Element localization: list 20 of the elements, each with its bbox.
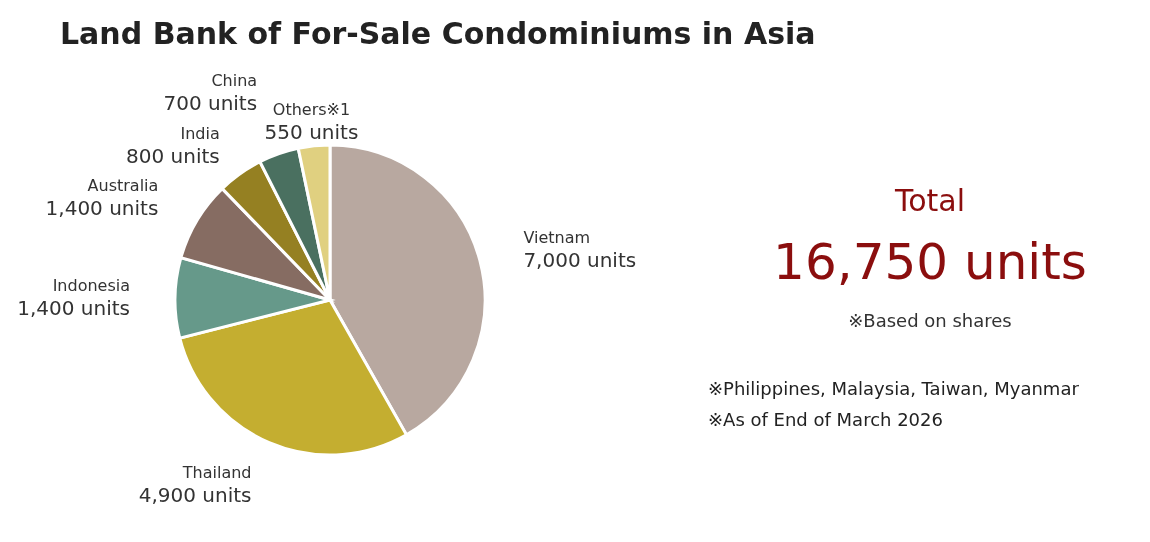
chart-title: Land Bank of For-Sale Condominiums in Asia — [60, 16, 816, 51]
slice-label: Others※1 — [272, 99, 351, 119]
data-label: 4,900 units — [138, 482, 252, 507]
slice-label: India — [180, 124, 220, 144]
data-label: 7,000 units — [523, 247, 637, 272]
data-label: 1,400 units — [45, 196, 159, 221]
data-label: 550 units — [264, 119, 359, 144]
text: ※As of End of March 2026 — [708, 409, 943, 430]
slice-label: Indonesia — [52, 276, 131, 296]
slice-label: Vietnam — [523, 227, 591, 247]
slice-label: Thailand — [181, 462, 252, 482]
text: ※Based on shares — [848, 310, 1012, 331]
data-label: 1,400 units — [17, 296, 131, 321]
data-label: 800 units — [126, 144, 220, 169]
text: Total — [893, 183, 966, 218]
text: ※Philippines, Malaysia, Taiwan, Myanmar — [708, 378, 1080, 399]
data-label: 700 units — [163, 91, 258, 116]
slice-label: China — [211, 71, 258, 91]
slice-label: Australia — [87, 176, 159, 196]
text: 16,750 units — [773, 233, 1087, 291]
